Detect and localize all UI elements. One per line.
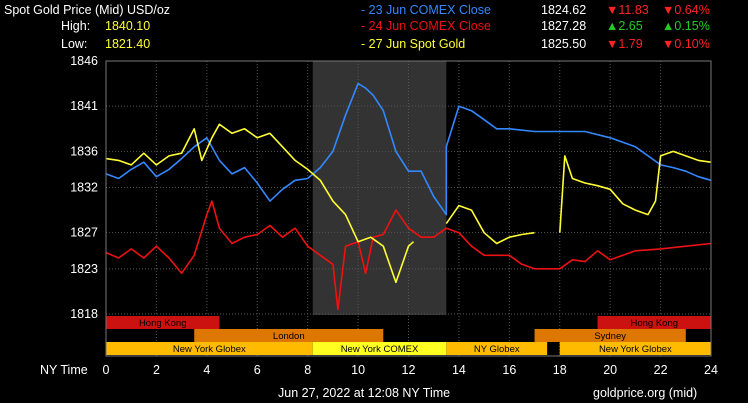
session-bar [106, 342, 313, 355]
footer-timestamp: Jun 27, 2022 at 12:08 NY Time [278, 386, 451, 400]
low-value: 1821.40 [105, 37, 151, 51]
x-tick-label: 4 [203, 363, 210, 377]
series-line [445, 204, 535, 245]
session-bar [597, 316, 711, 329]
y-tick-label: 1827 [70, 226, 98, 240]
high-value: 1840.10 [105, 19, 151, 33]
y-tick-label: 1846 [70, 54, 98, 68]
series-line [105, 123, 415, 284]
session-bar [106, 316, 220, 329]
legend-27jun-price: 1825.50 [541, 37, 587, 51]
session-label: Hong Kong [631, 318, 679, 329]
down-arrow-icon: ▼ [662, 37, 675, 51]
legend-24jun-pct: ▲0.15% [662, 19, 710, 33]
x-tick-label: 12 [402, 363, 416, 377]
session-label: London [273, 331, 305, 342]
session-bar [534, 329, 686, 342]
x-tick-label: 2 [153, 363, 160, 377]
down-arrow-icon: ▼ [662, 3, 675, 17]
session-label: Sydney [594, 331, 626, 342]
x-tick-label: 8 [304, 363, 311, 377]
session-bar [312, 342, 447, 355]
legend-24jun-change: ▲2.65 [606, 19, 643, 33]
low-label: Low: [61, 37, 88, 51]
legend-23jun-price: 1824.62 [541, 3, 587, 17]
session-bar [194, 329, 384, 342]
session-bar [559, 342, 711, 355]
down-arrow-icon: ▼ [606, 37, 619, 51]
x-tick-label: 22 [654, 363, 668, 377]
legend-27jun-label: - 27 Jun Spot Gold [361, 37, 466, 51]
legend-27jun-pct: ▼0.10% [662, 37, 710, 51]
plot-border [105, 60, 712, 357]
x-axis-label: NY Time [40, 363, 88, 377]
x-tick-label: 14 [452, 363, 466, 377]
high-label: High: [61, 19, 91, 33]
legend-24jun-price: 1827.28 [541, 19, 587, 33]
session-label: New York Globex [599, 344, 672, 355]
chart-title: Spot Gold Price (Mid) USD/oz [4, 3, 171, 17]
session-bar [446, 342, 548, 355]
y-tick-label: 1832 [70, 181, 98, 195]
x-tick-label: 20 [603, 363, 617, 377]
up-arrow-icon: ▲ [606, 19, 619, 33]
y-tick-label: 1818 [70, 307, 98, 321]
series-line [559, 150, 712, 233]
legend-27jun-change: ▼1.79 [606, 37, 643, 51]
x-tick-label: 24 [704, 363, 718, 377]
x-tick-label: 18 [553, 363, 567, 377]
y-tick-label: 1841 [70, 99, 98, 113]
x-tick-label: 16 [502, 363, 516, 377]
x-tick-label: 10 [351, 363, 365, 377]
y-tick-label: 1836 [70, 144, 98, 158]
up-arrow-icon: ▲ [662, 19, 675, 33]
series-line [105, 200, 712, 311]
legend-23jun-pct: ▼0.64% [662, 3, 710, 17]
legend-23jun-label: - 23 Jun COMEX Close [361, 3, 491, 17]
y-tick-label: 1823 [70, 262, 98, 276]
footer-source: goldprice.org (mid) [593, 386, 698, 400]
session-label: Hong Kong [139, 318, 187, 329]
x-tick-label: 0 [103, 363, 110, 377]
session-label: New York Globex [173, 344, 246, 355]
legend-23jun-change: ▼11.83 [606, 3, 649, 17]
session-label: New York COMEX [341, 344, 419, 355]
down-arrow-icon: ▼ [606, 3, 619, 17]
x-tick-label: 6 [254, 363, 261, 377]
session-label: NY Globex [474, 344, 520, 355]
legend-24jun-label: - 24 Jun COMEX Close [361, 19, 491, 33]
